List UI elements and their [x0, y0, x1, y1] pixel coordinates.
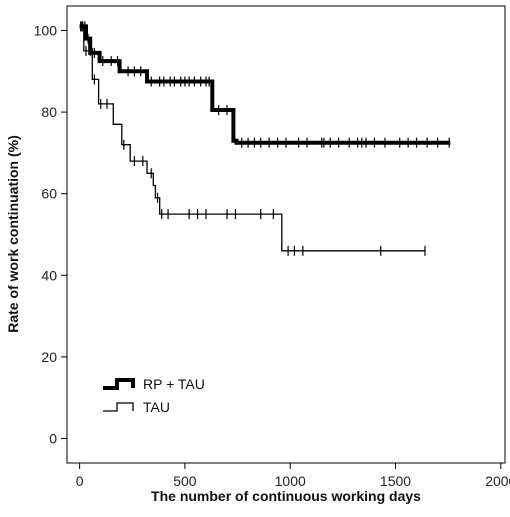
- x-axis-title: The number of continuous working days: [151, 488, 421, 504]
- legend-label: TAU: [143, 399, 170, 415]
- y-axis-title: Rate of work continuation (%): [5, 135, 21, 333]
- x-tick-label: 1000: [275, 473, 306, 489]
- y-tick-label: 80: [41, 104, 57, 120]
- y-axis: 0 20 40 60 80 100: [34, 22, 67, 447]
- series-rp-tau: [79, 21, 451, 148]
- legend-swatch: [103, 402, 134, 412]
- x-tick-label: 1500: [380, 473, 411, 489]
- x-tick-label: 500: [173, 473, 197, 489]
- legend-swatch: [103, 378, 135, 390]
- y-tick-label: 60: [41, 186, 57, 202]
- y-tick-label: 20: [41, 349, 57, 365]
- y-tick-label: 0: [49, 431, 57, 447]
- legend-item-rp-tau: RP + TAU: [103, 376, 205, 392]
- legend-item-tau: TAU: [103, 399, 170, 415]
- survival-curves: [79, 21, 451, 256]
- legend: RP + TAU TAU: [103, 376, 205, 415]
- y-tick-label: 100: [34, 22, 58, 38]
- y-tick-label: 40: [41, 267, 57, 283]
- x-axis: 0 500 1000 1500 2000: [76, 463, 510, 489]
- x-tick-label: 2000: [485, 473, 510, 489]
- survival-curve-rp-tau: [79, 24, 451, 145]
- legend-label: RP + TAU: [143, 376, 205, 392]
- plot-frame: [66, 5, 506, 464]
- series-tau: [79, 21, 426, 256]
- x-tick-label: 0: [76, 473, 84, 489]
- survival-curve-tau: [79, 25, 425, 252]
